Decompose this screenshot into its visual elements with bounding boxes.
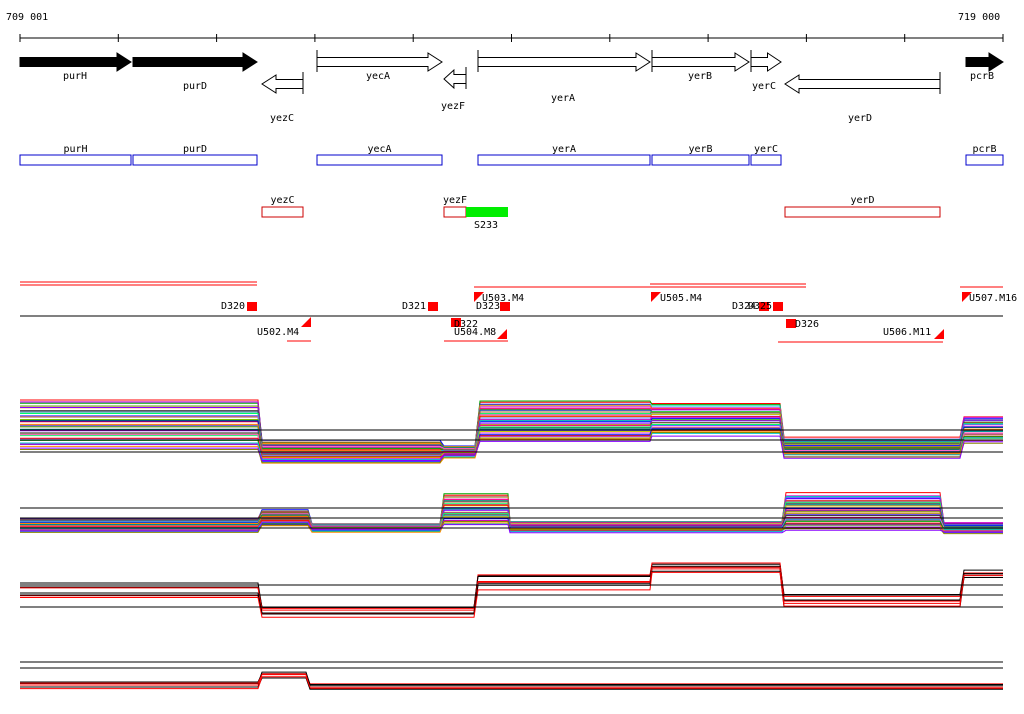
upshift-marker — [934, 329, 944, 339]
minus-box-label-yezF: yezF — [443, 195, 467, 206]
gene-annotation-track: purH purD yezC yecA yezF yerA yerB yerC yerD pcrB — [19, 50, 1004, 124]
minus-box-label-yezC: yezC — [270, 195, 294, 206]
gene-box-track: purH purD yecA yerA yerB yerC pcrB yezC yezF yerD… — [19, 144, 1004, 231]
expression-profile-line — [20, 424, 1003, 455]
gene-label-yerA: yerA — [551, 93, 575, 104]
expression-profile-line — [20, 677, 1003, 690]
cds-box-label-yerA: yerA — [552, 144, 576, 155]
gene-label-yecA: yecA — [366, 71, 390, 82]
downshift-marker — [773, 302, 783, 311]
minus-box-label-yerD: yerD — [850, 195, 874, 206]
downshift-marker — [247, 302, 257, 311]
gene-arrow-purD — [132, 52, 258, 72]
gene-arrow-yezF — [443, 68, 467, 90]
upshift-marker — [962, 292, 972, 302]
downshift-marker — [786, 319, 796, 328]
upshift-label: U503.M4 — [482, 293, 524, 304]
cds-box-label-purD: purD — [183, 144, 207, 155]
gene-arrow-yerB — [651, 52, 750, 72]
gene-label-yerC: yerC — [752, 81, 776, 92]
expression-profile-line — [20, 435, 1003, 461]
track-minus-selected — [20, 671, 1003, 690]
upshift-label: U507.M16 — [969, 293, 1017, 304]
cds-box-purD — [132, 154, 258, 166]
expression-profile-line — [20, 571, 1003, 618]
gene-label-yerB: yerB — [688, 71, 712, 82]
gene-arrow-pcrB — [965, 52, 1004, 72]
upshift-marker — [497, 329, 507, 339]
gene-label-purD: purD — [183, 81, 207, 92]
gene-arrow-yerD — [784, 74, 941, 94]
upshift-label: U504.M8 — [454, 327, 496, 338]
expression-tracks — [20, 399, 1003, 690]
start-coordinate: 709 001 — [6, 12, 49, 23]
downshift-marker — [500, 302, 510, 311]
coordinate-ruler — [19, 34, 1004, 42]
track-plus-selected — [20, 562, 1003, 618]
gene-label-yerD: yerD — [848, 113, 872, 124]
cds-box-label-yerB: yerB — [688, 144, 712, 155]
end-coordinate: 719 000 — [958, 12, 1001, 23]
gene-label-pcrB: pcrB — [970, 71, 994, 82]
minus-box-yezF — [443, 206, 467, 218]
downshift-marker — [451, 318, 461, 327]
cds-box-label-yerC: yerC — [754, 144, 778, 155]
expression-profile-line — [20, 676, 1003, 690]
expression-profile-line — [20, 522, 1003, 534]
expression-profile-line — [20, 432, 1003, 464]
upshift-marker — [651, 292, 661, 302]
new-rna-box — [466, 207, 508, 217]
cds-box-yerB — [651, 154, 750, 166]
downshift-label: D324 — [732, 301, 756, 312]
minus-box-yerD — [784, 206, 941, 218]
expression-profile-line — [20, 521, 1003, 535]
cds-box-yecA — [316, 154, 443, 166]
downshift-marker — [759, 302, 769, 311]
cds-box-label-yecA: yecA — [367, 144, 391, 155]
downshift-label: D320 — [221, 301, 245, 312]
downshift-label: D322 — [454, 319, 478, 330]
upshift-label: U502.M4 — [257, 327, 299, 338]
expression-profile-line — [20, 674, 1003, 689]
expression-profile-line — [20, 522, 1003, 533]
downshift-marker — [428, 302, 438, 311]
gene-label-yezC: yezC — [270, 113, 294, 124]
gene-arrow-yezC — [261, 74, 304, 94]
upshift-marker — [474, 292, 484, 302]
gene-label-purH: purH — [63, 71, 87, 82]
cds-box-yerC — [750, 154, 782, 166]
downshift-label: D321 — [402, 301, 426, 312]
cds-box-label-purH: purH — [63, 144, 87, 155]
upshift-label: U506.M11 — [883, 327, 931, 338]
gene-arrow-yerC — [750, 52, 782, 72]
new-rna-label: S233 — [474, 220, 498, 231]
gene-arrow-yecA — [316, 52, 443, 72]
gene-label-yezF: yezF — [441, 101, 465, 112]
track-minus-all — [20, 492, 1003, 535]
downshift-label: D325 — [748, 301, 772, 312]
gene-arrow-purH — [19, 52, 132, 72]
expression-profile-line — [20, 405, 1003, 449]
track-plus-all — [20, 399, 1003, 464]
upshift-marker — [301, 317, 311, 327]
cds-box-yerA — [477, 154, 651, 166]
cds-box-pcrB — [965, 154, 1004, 166]
expression-profile-line — [20, 520, 1003, 533]
expression-profile-line — [20, 673, 1003, 686]
upshift-label: U505.M4 — [660, 293, 702, 304]
downshift-label: D323 — [476, 301, 500, 312]
cds-box-label-pcrB: pcrB — [972, 144, 996, 155]
gene-arrow-yerA — [477, 52, 651, 72]
cds-box-purH — [19, 154, 132, 166]
minus-box-yezC — [261, 206, 304, 218]
downshift-label: D326 — [795, 319, 819, 330]
